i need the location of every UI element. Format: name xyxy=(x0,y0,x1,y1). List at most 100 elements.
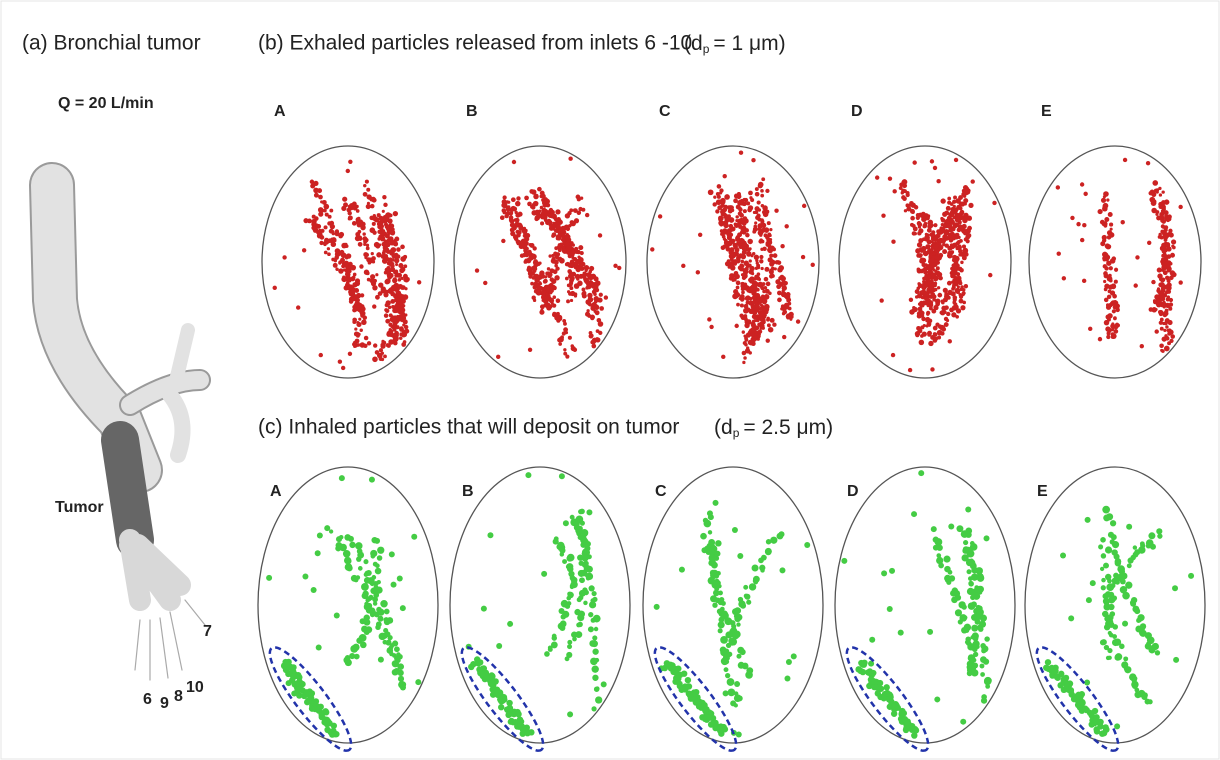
particle xyxy=(537,263,540,266)
particle xyxy=(769,228,772,231)
particle xyxy=(715,209,719,213)
particle xyxy=(371,252,374,255)
particle xyxy=(750,198,754,202)
particle xyxy=(749,247,752,250)
particle xyxy=(719,191,722,194)
particle xyxy=(339,232,344,237)
particle xyxy=(955,198,960,203)
particle xyxy=(309,690,315,696)
view-label: D xyxy=(851,103,863,120)
particle xyxy=(702,707,708,713)
particle xyxy=(940,198,945,203)
particle xyxy=(764,306,769,311)
particle xyxy=(365,571,370,576)
particle xyxy=(747,208,752,213)
particle xyxy=(748,191,753,196)
particle xyxy=(1148,532,1155,539)
particle xyxy=(734,703,738,707)
particle xyxy=(756,297,760,301)
particle xyxy=(1166,246,1171,251)
particle xyxy=(566,596,571,601)
particle xyxy=(376,621,382,627)
particle xyxy=(953,205,956,208)
particle xyxy=(1134,283,1138,287)
particle xyxy=(1108,656,1112,660)
particle xyxy=(377,616,383,622)
particle xyxy=(558,243,562,247)
particle xyxy=(1160,236,1164,240)
particle xyxy=(592,666,599,673)
particle xyxy=(372,260,375,263)
particle xyxy=(912,160,916,164)
particle xyxy=(758,183,763,188)
particle xyxy=(1134,608,1140,614)
particle xyxy=(899,183,903,187)
particle xyxy=(1057,251,1061,255)
particle xyxy=(963,540,968,545)
particle xyxy=(334,612,340,618)
particle xyxy=(1120,579,1126,585)
particle xyxy=(708,189,714,195)
particle xyxy=(352,221,357,226)
particle xyxy=(391,285,397,291)
particle xyxy=(944,211,949,216)
particle xyxy=(759,317,764,322)
particle xyxy=(708,577,716,585)
particle xyxy=(727,680,733,686)
particle xyxy=(952,283,956,287)
particle xyxy=(390,291,395,296)
particle xyxy=(590,658,598,666)
particle xyxy=(369,197,373,201)
particle xyxy=(1136,618,1141,623)
particle xyxy=(591,618,596,623)
particle xyxy=(378,657,384,663)
particle xyxy=(1162,312,1167,317)
particle xyxy=(1127,563,1132,568)
particle xyxy=(1100,639,1106,645)
particle xyxy=(891,353,895,357)
particle xyxy=(372,304,376,308)
particle xyxy=(938,563,944,569)
particle xyxy=(967,569,972,574)
particle xyxy=(1103,514,1110,521)
particle xyxy=(375,350,380,355)
particle xyxy=(723,244,727,248)
particle xyxy=(948,339,952,343)
view-circle xyxy=(258,467,438,743)
particle xyxy=(372,356,378,362)
particle xyxy=(1108,212,1113,217)
particle xyxy=(752,295,757,300)
view-label: B xyxy=(466,103,478,120)
particle xyxy=(931,293,935,297)
particle xyxy=(1134,691,1141,698)
particle xyxy=(366,244,369,247)
particle xyxy=(590,315,594,319)
particle xyxy=(1106,335,1110,339)
particle xyxy=(737,695,743,701)
particle xyxy=(751,272,754,275)
particle xyxy=(1124,593,1129,598)
particle xyxy=(558,342,562,346)
particle xyxy=(878,686,884,692)
particle xyxy=(965,192,968,195)
particle xyxy=(570,299,573,302)
particle xyxy=(526,258,531,263)
particle xyxy=(565,656,570,661)
particle xyxy=(505,712,511,718)
particle xyxy=(382,210,385,213)
particle xyxy=(1155,650,1160,655)
particle xyxy=(346,565,352,571)
particle xyxy=(922,224,926,228)
particle xyxy=(349,205,354,210)
particle xyxy=(588,612,593,617)
particle xyxy=(556,217,561,222)
particle xyxy=(955,315,959,319)
particle xyxy=(567,640,572,645)
particle xyxy=(743,271,748,276)
particle xyxy=(320,200,323,203)
particle xyxy=(1163,270,1167,274)
particle xyxy=(1113,317,1117,321)
particle xyxy=(898,630,904,636)
particle xyxy=(379,357,383,361)
particle xyxy=(726,643,731,648)
